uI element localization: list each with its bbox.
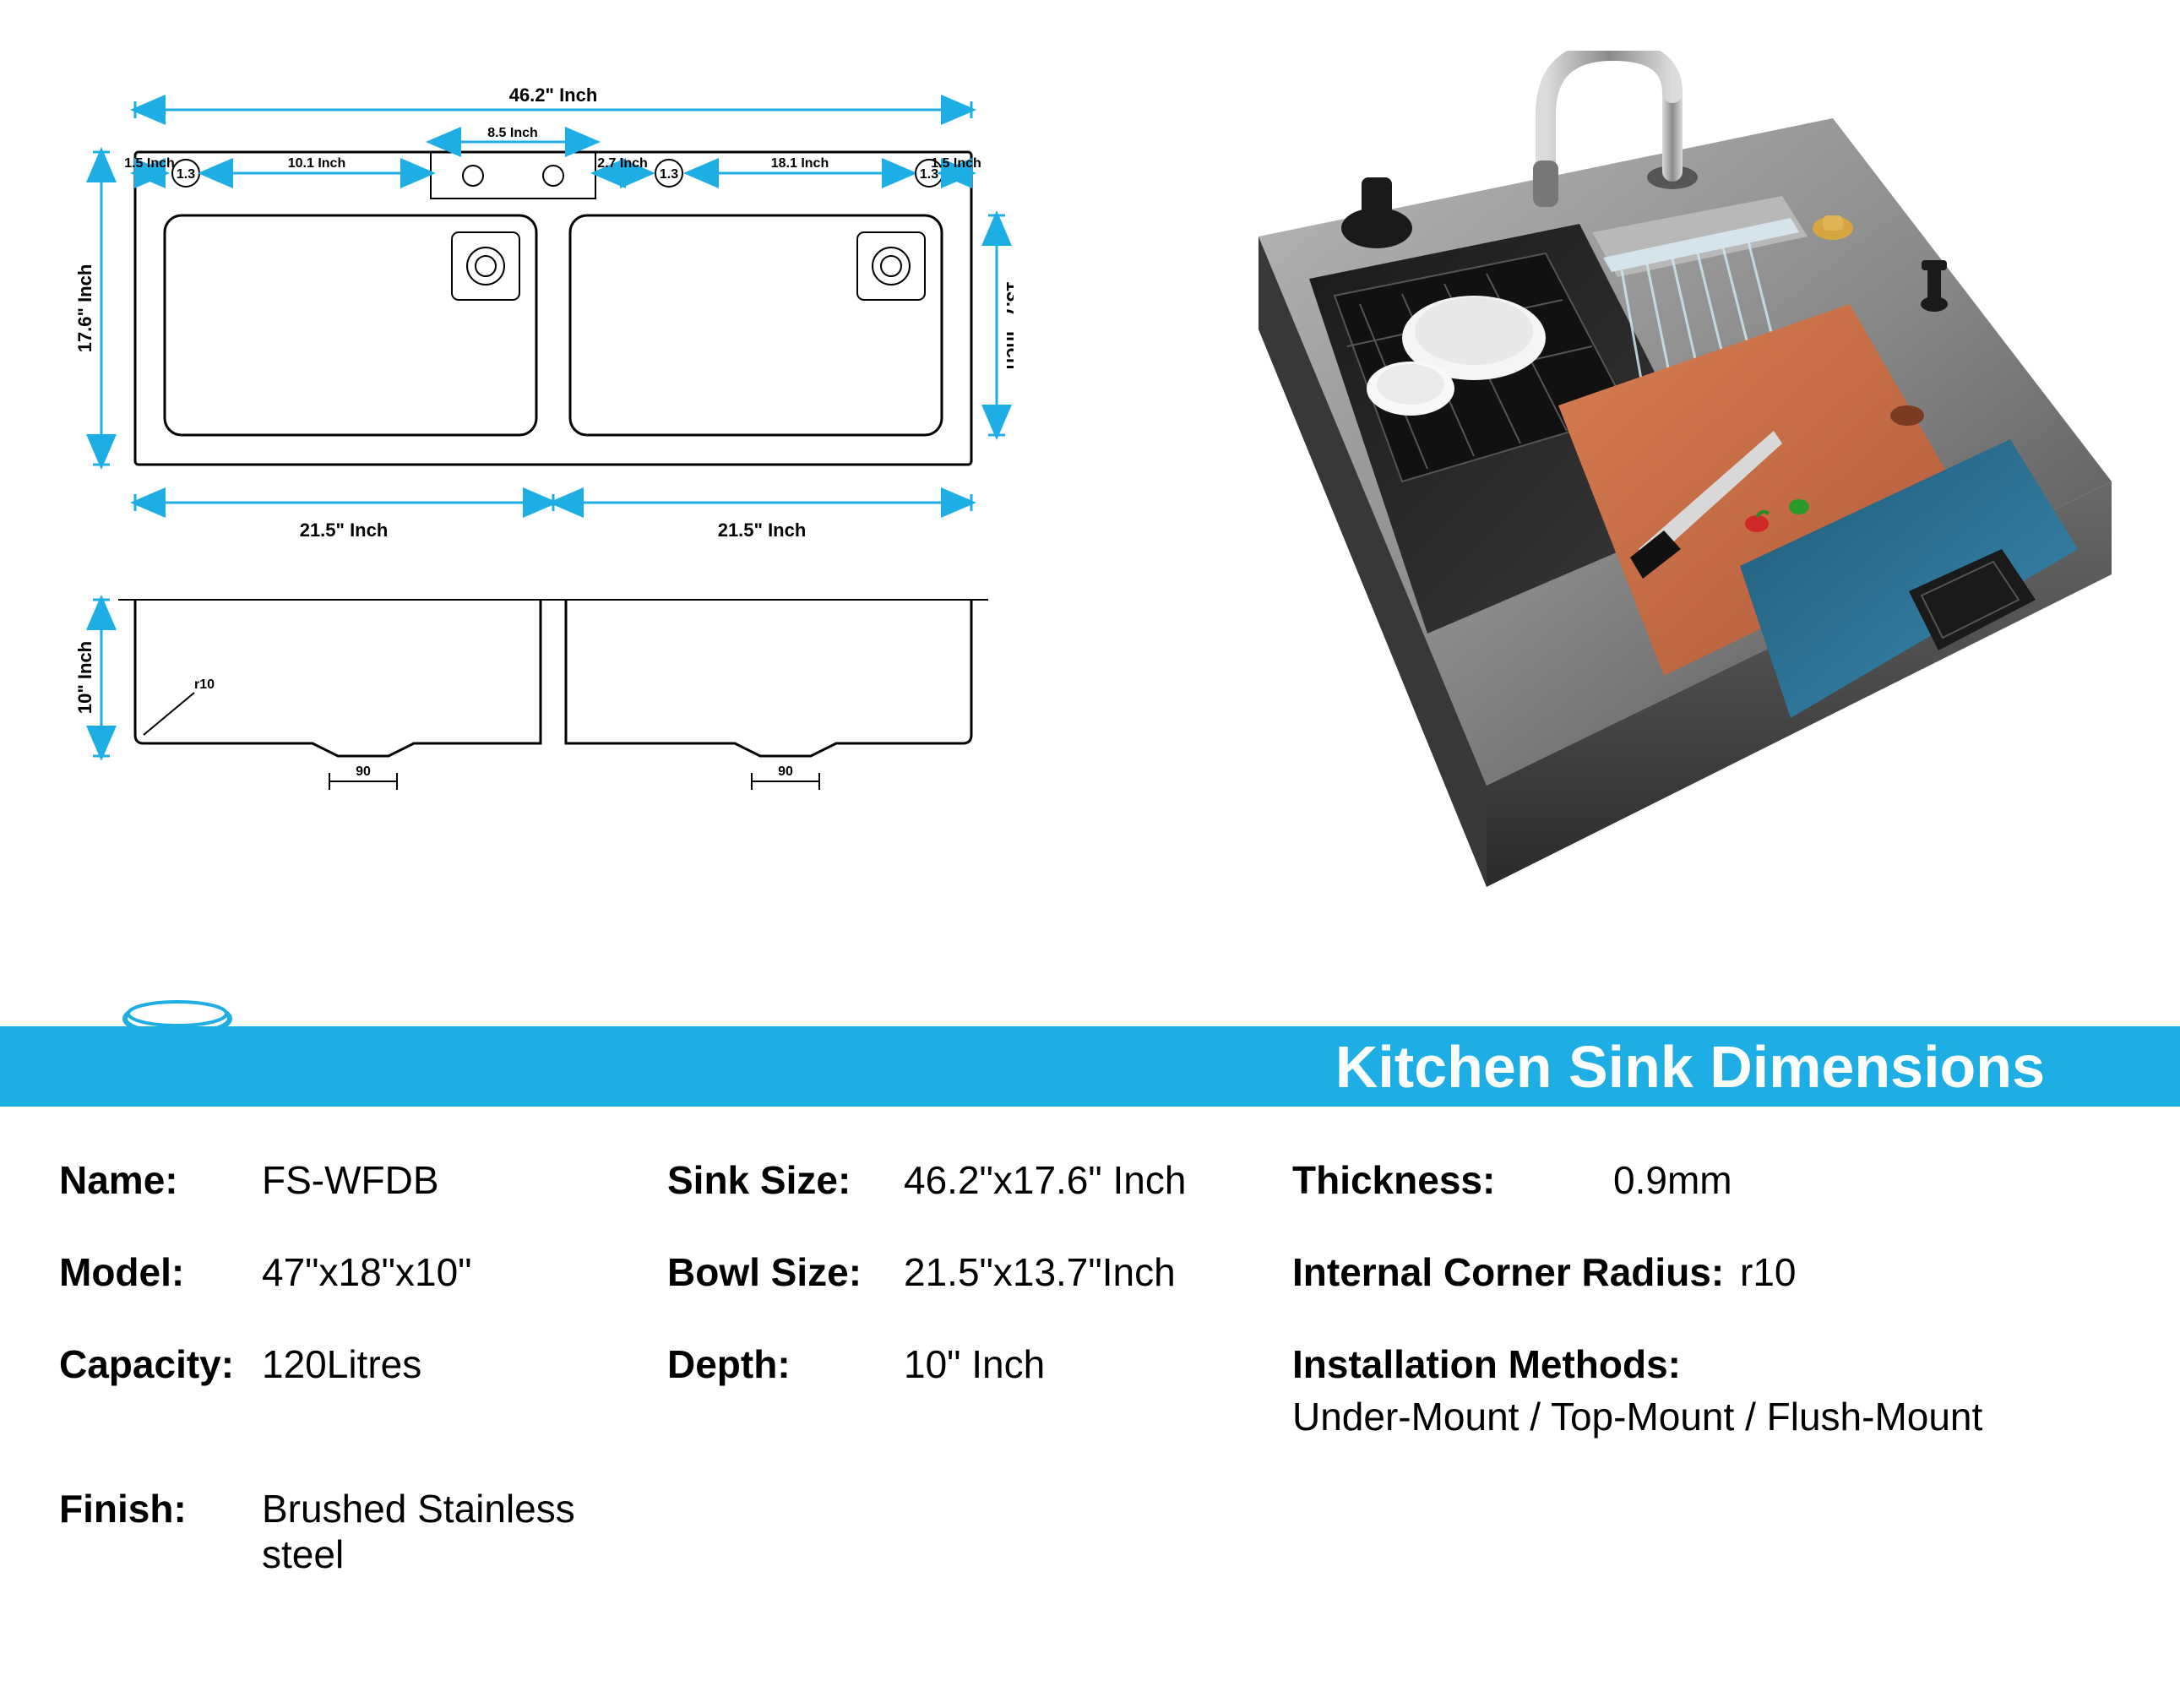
dim-2-7: 2.7 Inch bbox=[597, 156, 648, 171]
spec-label: Bowl Size: bbox=[667, 1249, 904, 1295]
spec-label: Model: bbox=[59, 1249, 262, 1295]
dim-depth: 10" Inch bbox=[74, 641, 95, 714]
spec-model: Model: 47"x18"x10" bbox=[59, 1249, 650, 1295]
dim-edge-left: 1.5 Inch bbox=[124, 156, 175, 171]
dim-bowl-left: 21.5" Inch bbox=[300, 519, 389, 541]
spec-value: 0.9mm bbox=[1613, 1157, 1732, 1203]
drain-right bbox=[857, 232, 925, 300]
dim-corner-2: 1.3 bbox=[660, 167, 678, 182]
spec-label: Name: bbox=[59, 1157, 262, 1203]
banner-title: Kitchen Sink Dimensions bbox=[1335, 1033, 2045, 1101]
product-render bbox=[1090, 51, 2128, 929]
dim-height-left: 17.6" Inch bbox=[74, 264, 95, 353]
spec-value: 21.5"x13.7"Inch bbox=[904, 1249, 1176, 1295]
pepper-red bbox=[1745, 515, 1769, 532]
spec-label: Thickness: bbox=[1292, 1157, 1613, 1203]
spec-depth: Depth: 10" Inch bbox=[667, 1341, 1275, 1439]
spec-bowl-size: Bowl Size: 21.5"x13.7"Inch bbox=[667, 1249, 1275, 1295]
spec-value: 10" Inch bbox=[904, 1341, 1045, 1439]
dim-bowl-right: 21.5" Inch bbox=[718, 519, 807, 541]
spec-sink-size: Sink Size: 46.2"x17.6" Inch bbox=[667, 1157, 1275, 1203]
specs-grid: Name: FS-WFDB Sink Size: 46.2"x17.6" Inc… bbox=[59, 1157, 2120, 1577]
dim-overall-width: 46.2" Inch bbox=[509, 84, 598, 106]
spec-label: Finish: bbox=[59, 1486, 262, 1577]
spec-value: Brushed Stainless steel bbox=[262, 1486, 650, 1577]
spec-install: Installation Methods: Under-Mount / Top-… bbox=[1292, 1341, 2103, 1439]
spec-capacity: Capacity: 120Litres bbox=[59, 1341, 650, 1439]
spec-value: r10 bbox=[1740, 1249, 1796, 1295]
diagram-svg: 46.2" Inch 1.5 Inch 1.3 10.1 Inch 8.5 In… bbox=[68, 68, 1014, 845]
spec-value: Under-Mount / Top-Mount / Flush-Mount bbox=[1292, 1394, 2103, 1439]
spec-value: 120Litres bbox=[262, 1341, 421, 1439]
dim-10-1: 10.1 Inch bbox=[288, 156, 345, 171]
dim-radius: r10 bbox=[194, 677, 215, 692]
spec-label: Installation Methods: bbox=[1292, 1341, 2103, 1387]
pepper-green bbox=[1789, 499, 1809, 514]
dim-corner-1: 1.3 bbox=[177, 167, 195, 182]
spec-value: FS-WFDB bbox=[262, 1157, 439, 1203]
spec-label: Sink Size: bbox=[667, 1157, 904, 1203]
spec-corner-radius: Internal Corner Radius: r10 bbox=[1292, 1249, 2103, 1295]
spec-label: Capacity: bbox=[59, 1341, 262, 1439]
dim-edge-right: 1.5 Inch bbox=[931, 156, 981, 171]
spec-label: Internal Corner Radius: bbox=[1292, 1249, 1740, 1295]
spec-finish: Finish: Brushed Stainless steel bbox=[59, 1486, 650, 1577]
dim-drain-left: 90 bbox=[356, 764, 371, 779]
dim-height-right: 13.7" Inch bbox=[1003, 281, 1014, 370]
dimension-diagram: 46.2" Inch 1.5 Inch 1.3 10.1 Inch 8.5 In… bbox=[68, 68, 1014, 845]
dim-18-1: 18.1 Inch bbox=[771, 156, 829, 171]
board-hole bbox=[1890, 405, 1924, 426]
dim-drain-right: 90 bbox=[778, 764, 793, 779]
drain-left bbox=[452, 232, 519, 300]
spec-thickness: Thickness: 0.9mm bbox=[1292, 1157, 2103, 1203]
dim-8-5: 8.5 Inch bbox=[487, 126, 538, 140]
side-profile: 10" Inch r10 90 90 bbox=[74, 600, 988, 790]
spec-value: 47"x18"x10" bbox=[262, 1249, 472, 1295]
spec-label: Depth: bbox=[667, 1341, 904, 1439]
spec-name: Name: FS-WFDB bbox=[59, 1157, 650, 1203]
spec-value: 46.2"x17.6" Inch bbox=[904, 1157, 1186, 1203]
title-banner: Kitchen Sink Dimensions bbox=[0, 1026, 2180, 1107]
